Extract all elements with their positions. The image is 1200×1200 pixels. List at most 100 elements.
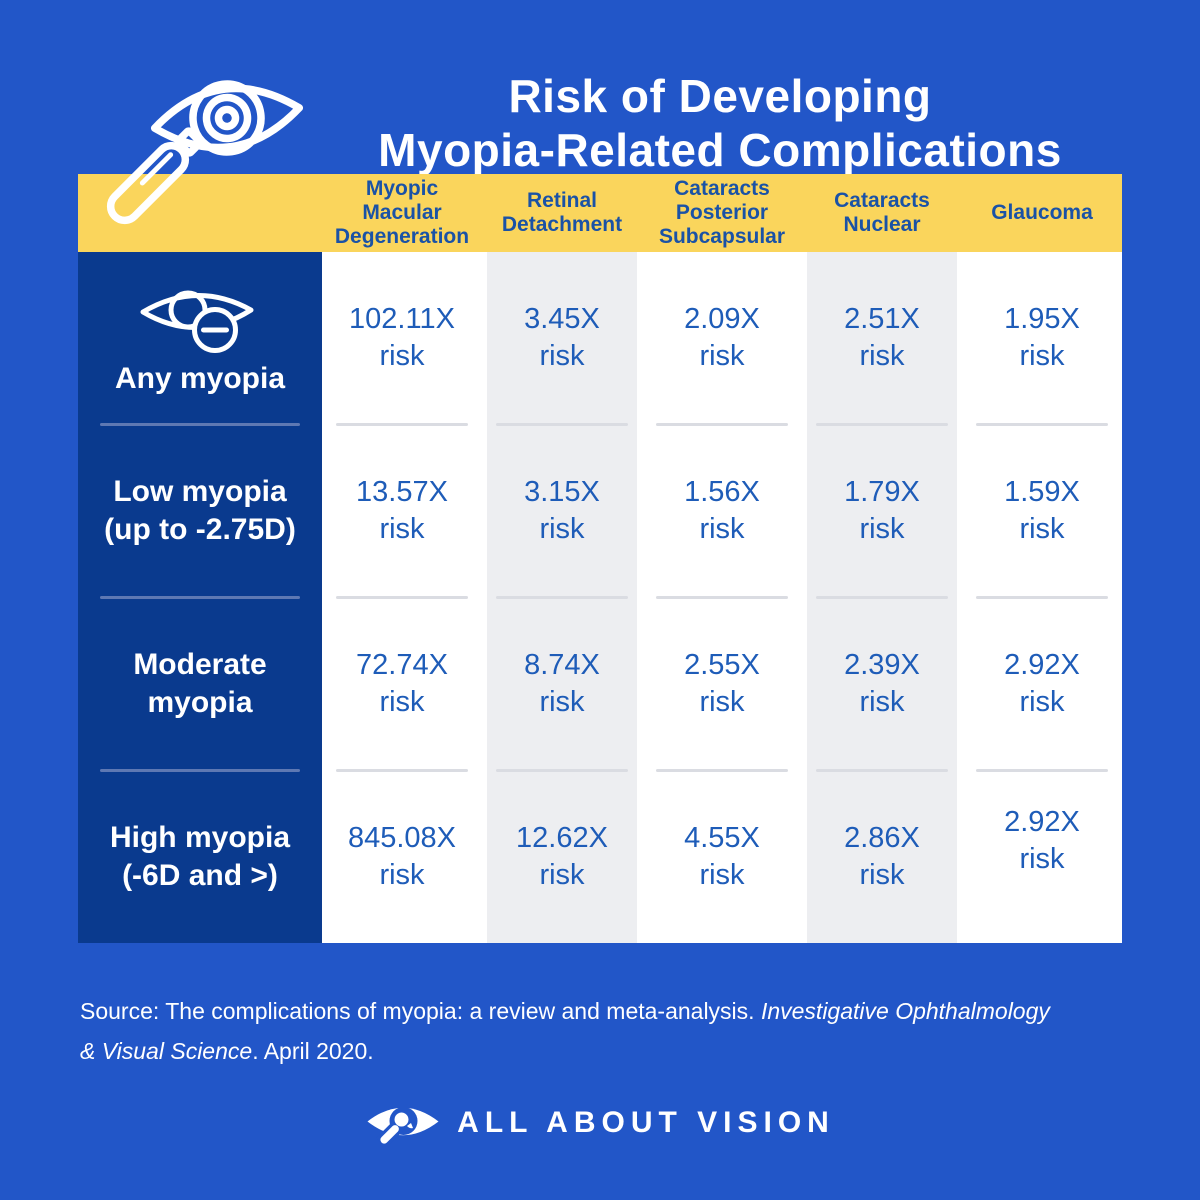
row-label-text: Any myopia [115, 360, 285, 398]
risk-cell: 3.15X risk [482, 425, 642, 599]
risk-cell: 8.74X risk [482, 598, 642, 772]
risk-cell: 2.92X risk [962, 770, 1122, 943]
row-label-line: (-6D and >) [122, 858, 278, 892]
row-label-text: Low myopia (up to -2.75D) [104, 473, 296, 549]
row-label-line: myopia [147, 685, 253, 719]
column-header-retinal-detachment: Retinal Detachment [501, 189, 623, 236]
risk-word: risk [539, 685, 585, 718]
risk-word: risk [379, 858, 425, 891]
title-line-1: Risk of Developing [508, 69, 932, 122]
risk-cell: 1.95X risk [962, 252, 1122, 426]
source-suffix: . April 2020. [252, 1038, 374, 1064]
risk-cell: 1.79X risk [802, 425, 962, 599]
risk-value: 1.95X [1004, 303, 1080, 336]
risk-value: 2.86X [844, 821, 920, 854]
row-label-line: (up to -2.75D) [104, 513, 296, 547]
risk-word: risk [859, 340, 905, 373]
risk-value: 2.39X [844, 648, 920, 681]
column-header-myopic-macular-degeneration: Myopic Macular Degeneration [334, 177, 470, 248]
risk-value: 3.45X [524, 303, 600, 336]
source-prefix: Source: The complications of myopia: a r… [80, 998, 761, 1024]
row-label-line: Any myopia [114, 362, 286, 396]
risk-cell: 13.57X risk [322, 425, 482, 599]
brand-logo: ALL ABOUT VISION [0, 1098, 1200, 1145]
risk-cell: 1.56X risk [642, 425, 802, 599]
risk-cells-grid: 102.11X risk 3.45X risk 2.09X risk 2.51X ris… [322, 252, 1122, 943]
risk-word: risk [1019, 340, 1065, 373]
risk-word: risk [699, 858, 745, 891]
row-label-low-myopia: Low myopia (up to -2.75D) [78, 425, 322, 599]
risk-value: 13.57X [356, 476, 448, 509]
risk-cell: 2.86X risk [802, 770, 962, 943]
risk-cell: 1.59X risk [962, 425, 1122, 599]
risk-value: 2.51X [844, 303, 920, 336]
risk-word: risk [1019, 685, 1065, 718]
row-label-high-myopia: High myopia (-6D and >) [78, 770, 322, 943]
risk-cell: 12.62X risk [482, 770, 642, 943]
source-line-2: & Visual Science. April 2020. [80, 1031, 1090, 1071]
eye-minus-icon [140, 290, 254, 354]
row-label-any-myopia: Any myopia [78, 252, 322, 426]
risk-value: 845.08X [347, 821, 457, 854]
risk-cell: 2.55X risk [642, 598, 802, 772]
brand-eye-icon [367, 1107, 439, 1145]
risk-table: Myopic Macular Degeneration Retinal Deta… [78, 174, 1122, 943]
row-label-line: High myopia [109, 820, 290, 854]
risk-value: 2.55X [684, 648, 760, 681]
row-label-text: Moderate myopia [133, 646, 266, 722]
risk-value: 2.92X [1004, 648, 1080, 681]
risk-cell: 2.51X risk [802, 252, 962, 426]
risk-value: 3.15X [524, 476, 600, 509]
risk-cell: 2.09X risk [642, 252, 802, 426]
risk-cell: 845.08X risk [322, 770, 482, 943]
risk-word: risk [699, 340, 745, 373]
row-label-text: High myopia (-6D and >) [110, 819, 290, 895]
table-body: Any myopia Low myopia (up to -2.75D) Mod… [78, 252, 1122, 943]
risk-word: risk [539, 513, 585, 546]
row-label-line: Moderate [133, 647, 267, 681]
risk-word: risk [699, 685, 745, 718]
risk-value: 1.59X [1004, 476, 1080, 509]
risk-value: 2.92X [1004, 805, 1080, 838]
risk-value: 12.62X [516, 821, 608, 854]
risk-word: risk [1019, 842, 1065, 875]
risk-cell: 3.45X risk [482, 252, 642, 426]
column-header-cataracts-nuclear: Cataracts Nuclear [834, 189, 930, 236]
risk-word: risk [379, 685, 425, 718]
source-journal-part2: & Visual Science [80, 1038, 253, 1064]
risk-cell: 102.11X risk [322, 252, 482, 426]
title-line-2: Myopia-Related Complications [378, 123, 1062, 176]
risk-value: 2.09X [684, 303, 760, 336]
risk-cell: 4.55X risk [642, 770, 802, 943]
risk-value: 102.11X [349, 303, 455, 336]
risk-value: 1.79X [844, 476, 920, 509]
risk-cell: 72.74X risk [322, 598, 482, 772]
column-header-cataracts-posterior-subcapsular: Cataracts Posterior Subcapsular [658, 177, 786, 248]
risk-value: 4.55X [684, 821, 760, 854]
table-header-row: Myopic Macular Degeneration Retinal Deta… [78, 174, 1122, 252]
source-line-1: Source: The complications of myopia: a r… [80, 991, 1090, 1031]
eye-magnifier-icon [106, 80, 304, 225]
row-label-column: Any myopia Low myopia (up to -2.75D) Mod… [78, 252, 322, 943]
risk-value: 8.74X [524, 648, 600, 681]
column-header-glaucoma: Glaucoma [991, 201, 1093, 224]
risk-cell: 2.92X risk [962, 598, 1122, 772]
risk-value: 1.56X [684, 476, 760, 509]
row-label-line: Low myopia [113, 475, 287, 509]
risk-word: risk [859, 513, 905, 546]
risk-word: risk [859, 858, 905, 891]
risk-word: risk [379, 340, 425, 373]
risk-word: risk [539, 858, 585, 891]
page-title: Risk of Developing Myopia-Related Compli… [300, 69, 1140, 177]
risk-word: risk [859, 685, 905, 718]
risk-value: 72.74X [356, 648, 448, 681]
risk-word: risk [699, 513, 745, 546]
source-journal-part1: Investigative Ophthalmology [760, 998, 1050, 1024]
source-citation: Source: The complications of myopia: a r… [80, 991, 1090, 1071]
brand-name: ALL ABOUT VISION [457, 1105, 835, 1139]
risk-word: risk [1019, 513, 1065, 546]
row-label-moderate-myopia: Moderate myopia [78, 598, 322, 772]
risk-word: risk [379, 513, 425, 546]
risk-word: risk [539, 340, 585, 373]
